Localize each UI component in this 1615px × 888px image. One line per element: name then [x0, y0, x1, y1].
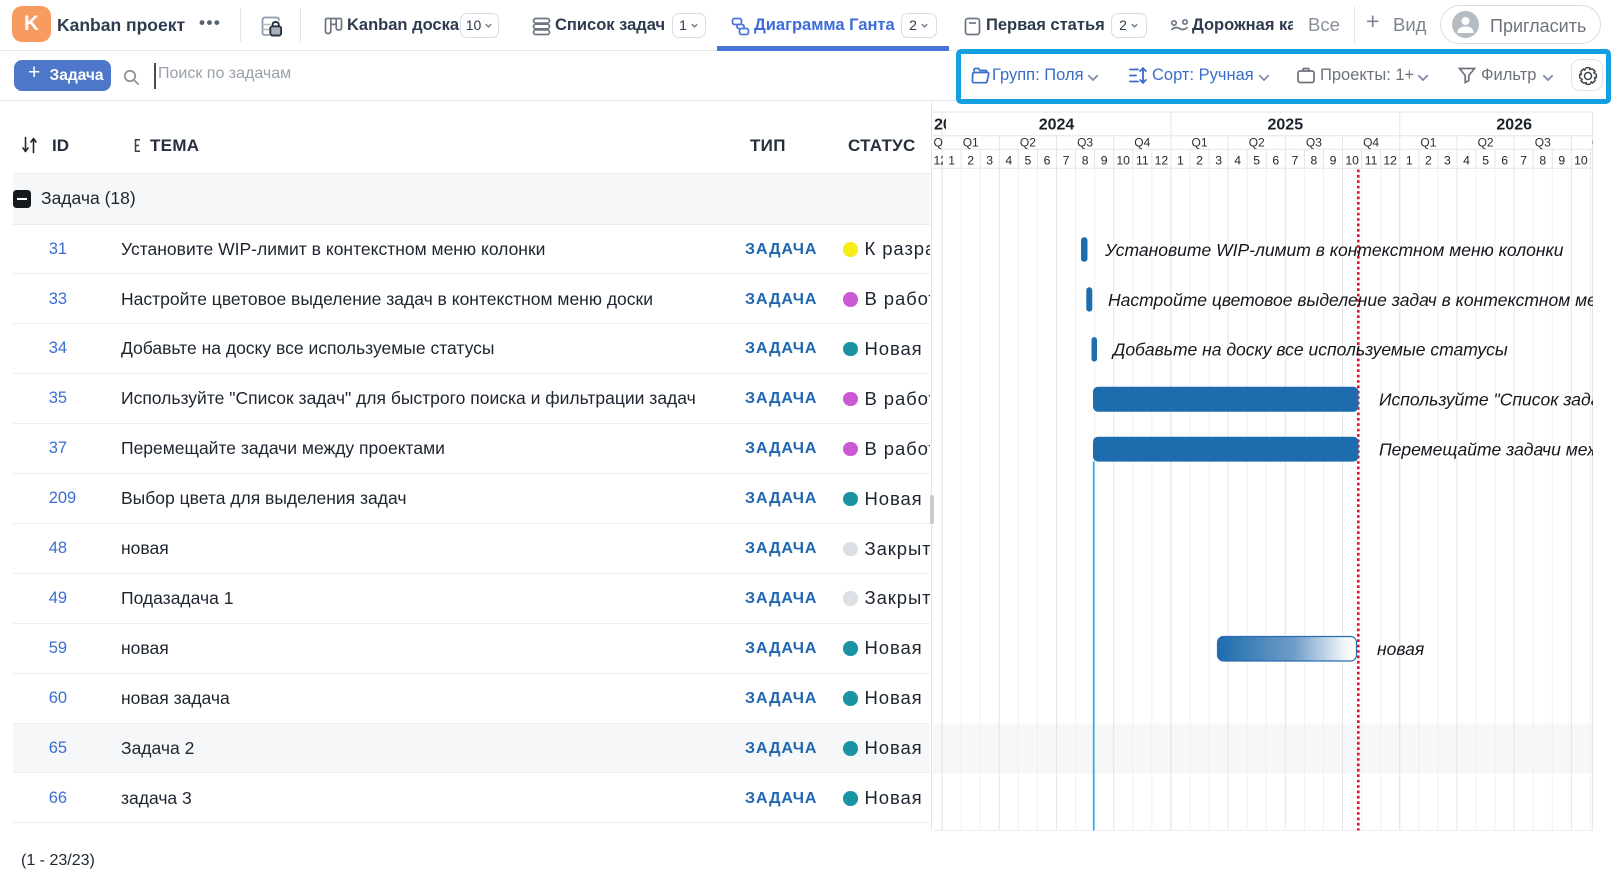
- svg-text:2025: 2025: [1268, 117, 1304, 134]
- svg-text:8: 8: [1311, 153, 1318, 167]
- svg-text:4: 4: [1234, 153, 1241, 167]
- svg-text:Q2: Q2: [1478, 135, 1494, 149]
- svg-text:4: 4: [1463, 153, 1470, 167]
- svg-text:Q3: Q3: [1077, 135, 1093, 149]
- svg-text:2: 2: [1425, 153, 1432, 167]
- svg-text:Q4: Q4: [934, 135, 950, 149]
- svg-text:новая: новая: [1377, 639, 1424, 659]
- svg-text:Добавьте на доску все использу: Добавьте на доску все используемые стату…: [1111, 340, 1508, 360]
- svg-text:12: 12: [934, 153, 948, 167]
- svg-text:7: 7: [1063, 153, 1070, 167]
- svg-text:2023: 2023: [934, 117, 970, 134]
- svg-text:10: 10: [1116, 153, 1130, 167]
- svg-text:7: 7: [1292, 153, 1299, 167]
- svg-text:1: 1: [948, 153, 955, 167]
- svg-text:12: 12: [1383, 153, 1397, 167]
- svg-text:8: 8: [1539, 153, 1546, 167]
- svg-text:9: 9: [1330, 153, 1337, 167]
- svg-text:11: 11: [1136, 153, 1149, 167]
- svg-text:2024: 2024: [1039, 117, 1075, 134]
- svg-text:Настройте цветовое выделение з: Настройте цветовое выделение задач в кон…: [1108, 290, 1593, 310]
- svg-text:Перемещайте задачи между проек: Перемещайте задачи между проектами: [1379, 439, 1593, 459]
- svg-text:Используйте "Список задач" для: Используйте "Список задач" для быстрого …: [1379, 390, 1593, 410]
- svg-text:10: 10: [1574, 153, 1588, 167]
- svg-text:Q1: Q1: [1420, 135, 1436, 149]
- svg-text:Q4: Q4: [1363, 135, 1379, 149]
- svg-text:1: 1: [1406, 153, 1413, 167]
- svg-text:4: 4: [1005, 153, 1012, 167]
- svg-text:6: 6: [1501, 153, 1508, 167]
- svg-text:3: 3: [1215, 153, 1222, 167]
- svg-text:Q1: Q1: [1191, 135, 1207, 149]
- svg-text:2026: 2026: [1496, 117, 1532, 134]
- svg-text:Q3: Q3: [1306, 135, 1322, 149]
- svg-text:3: 3: [1444, 153, 1451, 167]
- svg-text:Q2: Q2: [1020, 135, 1036, 149]
- svg-text:Q4: Q4: [1592, 135, 1593, 149]
- svg-text:Q1: Q1: [963, 135, 979, 149]
- svg-text:Q2: Q2: [1249, 135, 1265, 149]
- svg-text:Q3: Q3: [1535, 135, 1551, 149]
- svg-text:1: 1: [1177, 153, 1184, 167]
- svg-text:Q4: Q4: [1134, 135, 1150, 149]
- svg-text:2: 2: [1196, 153, 1203, 167]
- svg-text:7: 7: [1520, 153, 1527, 167]
- svg-text:6: 6: [1044, 153, 1051, 167]
- svg-text:9: 9: [1101, 153, 1108, 167]
- svg-text:6: 6: [1272, 153, 1279, 167]
- svg-text:11: 11: [1365, 153, 1378, 167]
- svg-text:12: 12: [1155, 153, 1169, 167]
- svg-text:2: 2: [967, 153, 974, 167]
- svg-text:8: 8: [1082, 153, 1089, 167]
- svg-text:Установите WIP-лимит в контекс: Установите WIP-лимит в контекстном меню …: [1104, 240, 1564, 260]
- svg-text:9: 9: [1558, 153, 1565, 167]
- svg-text:5: 5: [1025, 153, 1032, 167]
- svg-text:10: 10: [1345, 153, 1359, 167]
- svg-text:5: 5: [1482, 153, 1489, 167]
- svg-text:5: 5: [1253, 153, 1260, 167]
- svg-text:3: 3: [986, 153, 993, 167]
